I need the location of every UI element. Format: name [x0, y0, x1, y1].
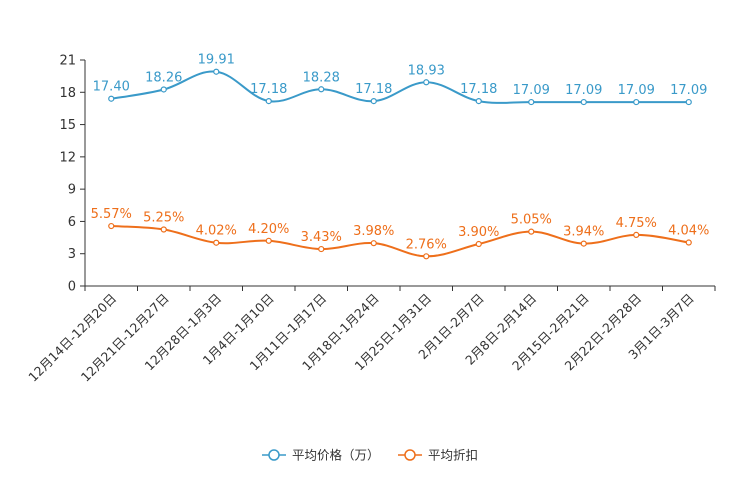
data-point [580, 98, 587, 106]
data-label: 3.98% [353, 224, 394, 239]
data-point [213, 239, 220, 246]
data-point [318, 86, 325, 93]
data-point [685, 98, 692, 106]
y-tick-label: 6 [68, 215, 76, 230]
y-tick-label: 9 [68, 183, 76, 198]
data-label: 17.40 [93, 80, 130, 95]
legend-marker [268, 449, 280, 461]
data-point [580, 240, 587, 247]
data-point [318, 245, 325, 253]
data-label: 4.02% [196, 224, 237, 239]
x-tick-label: 12月14日-12月20日 [25, 291, 119, 385]
data-label: 17.09 [670, 83, 707, 98]
y-tick-label: 21 [59, 54, 76, 69]
y-tick-label: 18 [59, 86, 76, 101]
data-point [423, 253, 430, 260]
legend-label: 平均折扣 [428, 448, 478, 463]
data-label: 17.09 [513, 83, 550, 98]
y-tick-label: 15 [59, 118, 76, 133]
data-point [528, 98, 535, 106]
data-point [213, 68, 220, 75]
y-tick-label: 3 [68, 247, 76, 262]
data-point [160, 86, 167, 93]
data-label: 17.18 [460, 82, 497, 97]
data-point [108, 95, 115, 102]
data-label: 5.05% [511, 213, 552, 228]
data-label: 5.57% [91, 207, 132, 222]
data-label: 19.91 [198, 53, 235, 68]
series-line-2 [111, 225, 689, 258]
data-point [475, 98, 482, 105]
series-line-1 [111, 70, 689, 104]
data-label: 18.28 [303, 70, 340, 85]
data-point [475, 240, 482, 248]
data-label: 17.18 [250, 82, 287, 97]
legend-label: 平均价格（万） [292, 448, 380, 463]
data-point [633, 98, 640, 106]
data-label: 17.09 [618, 83, 655, 98]
data-point [423, 79, 430, 86]
data-point [528, 228, 535, 235]
data-label: 4.20% [248, 222, 289, 237]
data-point [160, 226, 167, 233]
data-point [265, 237, 272, 244]
data-label: 17.09 [565, 83, 602, 98]
data-label: 4.75% [616, 216, 657, 231]
legend-marker [404, 449, 416, 461]
data-label: 2.76% [406, 237, 447, 252]
data-point [265, 98, 272, 105]
data-label: 18.26 [145, 70, 182, 85]
x-tick-label: 12月21日-12月27日 [78, 291, 172, 385]
y-tick-label: 0 [68, 280, 76, 295]
data-point [685, 239, 692, 246]
data-label: 3.43% [301, 230, 342, 245]
data-point [370, 240, 377, 247]
data-label: 3.90% [458, 225, 499, 240]
data-point [633, 231, 640, 238]
data-point [370, 98, 377, 105]
data-label: 5.25% [143, 211, 184, 226]
data-label: 4.04% [668, 224, 709, 239]
data-label: 3.94% [563, 225, 604, 240]
data-label: 17.18 [355, 82, 392, 97]
data-point [108, 222, 115, 230]
y-tick-label: 12 [59, 150, 76, 165]
data-label: 18.93 [408, 63, 445, 78]
